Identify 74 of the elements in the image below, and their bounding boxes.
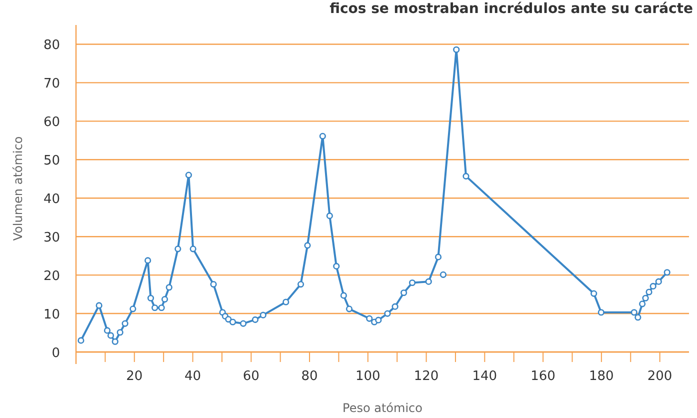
point <box>664 269 670 276</box>
point <box>650 282 656 290</box>
point <box>260 312 266 318</box>
point <box>116 329 124 336</box>
point <box>400 289 408 296</box>
point <box>229 318 236 326</box>
y-axis-title: Volumen atómico <box>11 136 25 241</box>
point <box>282 298 290 306</box>
point <box>590 290 598 297</box>
point <box>392 303 398 310</box>
point <box>462 172 470 180</box>
point <box>304 242 311 249</box>
point <box>326 212 333 220</box>
y-tick-label: 50 <box>43 154 60 169</box>
point <box>440 271 447 278</box>
point <box>122 320 128 327</box>
point <box>375 316 382 324</box>
point <box>147 294 154 302</box>
point <box>130 306 136 312</box>
point <box>166 284 172 291</box>
point <box>333 262 340 270</box>
x-tick-label: 160 <box>530 369 556 384</box>
point <box>408 279 416 286</box>
point <box>240 320 247 327</box>
point <box>639 300 646 308</box>
x-tick-label: 40 <box>184 369 202 384</box>
x-tick-label: 140 <box>472 369 498 384</box>
x-tick-label: 100 <box>355 369 380 384</box>
x-axis-title: Peso atómico <box>342 401 422 415</box>
point <box>630 309 638 316</box>
point <box>646 288 652 296</box>
x-tick-label: 180 <box>589 369 614 384</box>
point <box>425 278 432 285</box>
y-tick-label: 30 <box>43 230 60 246</box>
point <box>453 46 460 53</box>
point <box>366 315 373 322</box>
x-tick-label: 80 <box>301 369 318 384</box>
chart-title: ficos se mostraban incrédulos ante su carácte <box>330 1 693 17</box>
point <box>112 338 118 345</box>
point <box>319 132 326 140</box>
point <box>152 304 158 312</box>
point <box>144 257 152 264</box>
point <box>78 337 84 344</box>
point <box>96 302 102 309</box>
y-tick-label: 40 <box>43 192 60 208</box>
point <box>185 172 192 178</box>
point <box>158 304 165 312</box>
y-tick-label: 20 <box>43 269 60 284</box>
point <box>107 332 114 339</box>
x-tick-label: 200 <box>647 369 672 384</box>
point <box>190 246 196 252</box>
point <box>340 292 347 299</box>
y-tick-label: 80 <box>43 38 60 54</box>
point <box>161 296 168 303</box>
point <box>174 246 182 252</box>
point <box>104 327 111 334</box>
x-tick-label: 120 <box>414 369 439 384</box>
y-tick-label: 0 <box>52 346 60 361</box>
point <box>297 281 304 288</box>
y-tick-label: 10 <box>43 308 60 323</box>
point <box>225 316 232 323</box>
point <box>642 294 649 302</box>
point <box>434 254 442 260</box>
point <box>252 316 259 323</box>
y-tick-label: 70 <box>43 76 60 92</box>
point <box>655 278 662 285</box>
point <box>634 314 642 321</box>
x-tick-label: 60 <box>242 369 260 384</box>
point <box>210 281 217 288</box>
point <box>384 310 391 317</box>
point <box>598 309 604 316</box>
y-tick-label: 60 <box>43 115 60 130</box>
point <box>346 306 353 312</box>
x-tick-label: 20 <box>126 369 143 384</box>
